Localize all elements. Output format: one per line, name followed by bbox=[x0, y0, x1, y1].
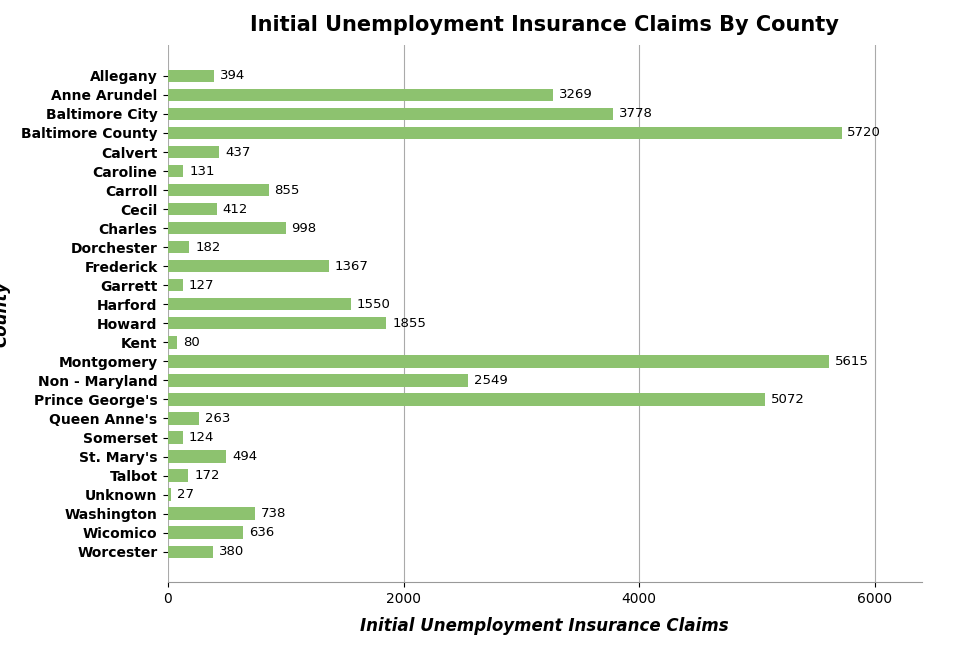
Bar bbox=[168, 222, 285, 234]
Text: 1550: 1550 bbox=[356, 298, 391, 311]
Bar bbox=[168, 89, 553, 101]
Text: 394: 394 bbox=[220, 69, 246, 82]
Bar bbox=[168, 545, 213, 558]
Text: 1855: 1855 bbox=[393, 317, 426, 330]
Y-axis label: County: County bbox=[0, 281, 10, 347]
Text: 3269: 3269 bbox=[559, 89, 592, 102]
Text: 855: 855 bbox=[275, 184, 300, 197]
Text: 3778: 3778 bbox=[619, 107, 653, 120]
Bar bbox=[168, 317, 387, 329]
Text: 5615: 5615 bbox=[835, 355, 869, 368]
Bar bbox=[168, 241, 189, 254]
Bar bbox=[168, 108, 612, 120]
Text: 998: 998 bbox=[292, 222, 317, 235]
Text: 738: 738 bbox=[261, 507, 286, 520]
Text: 636: 636 bbox=[249, 526, 274, 539]
Text: 27: 27 bbox=[177, 488, 194, 501]
Bar bbox=[168, 432, 182, 444]
Text: 172: 172 bbox=[194, 469, 220, 482]
Text: 131: 131 bbox=[189, 164, 215, 177]
Text: 494: 494 bbox=[232, 450, 257, 463]
Text: 5072: 5072 bbox=[771, 393, 805, 406]
Bar bbox=[168, 298, 350, 311]
Bar bbox=[168, 469, 188, 482]
Text: 127: 127 bbox=[189, 279, 214, 292]
Text: 263: 263 bbox=[204, 412, 230, 425]
Bar bbox=[168, 393, 765, 406]
Text: 182: 182 bbox=[195, 241, 221, 254]
Title: Initial Unemployment Insurance Claims By County: Initial Unemployment Insurance Claims By… bbox=[251, 16, 839, 36]
Bar bbox=[168, 336, 178, 349]
Text: 412: 412 bbox=[223, 203, 248, 215]
Text: 80: 80 bbox=[183, 336, 200, 349]
Bar bbox=[168, 355, 829, 367]
Bar bbox=[168, 450, 227, 463]
Bar bbox=[168, 165, 183, 177]
Bar bbox=[168, 260, 329, 272]
Text: 2549: 2549 bbox=[474, 374, 508, 387]
Bar bbox=[168, 374, 468, 387]
Bar bbox=[168, 527, 243, 539]
Text: 437: 437 bbox=[226, 146, 251, 159]
Bar bbox=[168, 70, 214, 82]
Bar bbox=[168, 146, 220, 159]
Bar bbox=[168, 203, 217, 215]
X-axis label: Initial Unemployment Insurance Claims: Initial Unemployment Insurance Claims bbox=[361, 617, 729, 635]
Text: 1367: 1367 bbox=[335, 259, 369, 273]
Bar bbox=[168, 184, 269, 196]
Text: 5720: 5720 bbox=[848, 126, 881, 140]
Bar bbox=[168, 127, 842, 139]
Bar bbox=[168, 279, 183, 291]
Text: 124: 124 bbox=[188, 431, 214, 444]
Bar bbox=[168, 488, 171, 501]
Text: 380: 380 bbox=[219, 545, 244, 558]
Bar bbox=[168, 507, 255, 520]
Bar bbox=[168, 412, 199, 424]
